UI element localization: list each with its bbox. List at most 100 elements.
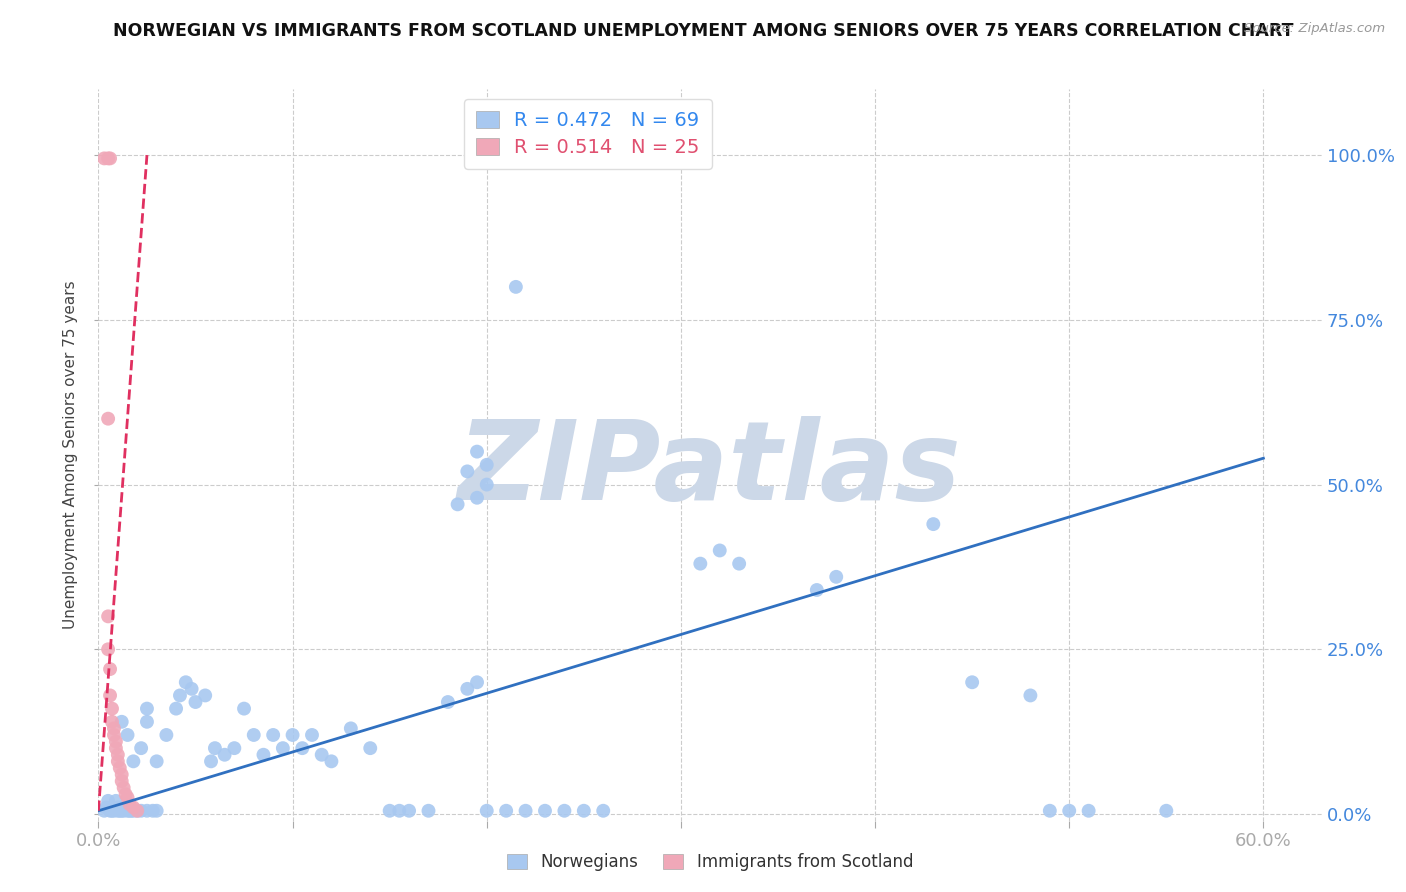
Point: [155, 728, 177, 742]
Point: [93, 152, 115, 166]
Point: [129, 741, 152, 756]
Point: [311, 747, 333, 762]
Point: [111, 767, 134, 781]
Point: [321, 755, 343, 769]
Point: [96, 800, 118, 814]
Point: [437, 695, 460, 709]
Point: [689, 557, 711, 571]
Point: [194, 689, 217, 703]
Point: [97, 609, 120, 624]
Point: [120, 804, 142, 818]
Point: [553, 804, 575, 818]
Point: [174, 675, 197, 690]
Point: [465, 491, 488, 505]
Point: [214, 747, 236, 762]
Point: [104, 741, 127, 756]
Point: [136, 714, 159, 729]
Point: [301, 728, 323, 742]
Point: [291, 741, 314, 756]
Point: [169, 689, 191, 703]
Point: [922, 517, 945, 532]
Text: NORWEGIAN VS IMMIGRANTS FROM SCOTLAND UNEMPLOYMENT AMONG SENIORS OVER 75 YEARS C: NORWEGIAN VS IMMIGRANTS FROM SCOTLAND UN…: [112, 22, 1294, 40]
Point: [118, 804, 141, 818]
Legend: Norwegians, Immigrants from Scotland: Norwegians, Immigrants from Scotland: [501, 847, 920, 878]
Point: [111, 714, 134, 729]
Point: [136, 701, 159, 715]
Point: [93, 804, 115, 818]
Point: [200, 755, 222, 769]
Point: [1156, 804, 1178, 818]
Point: [97, 152, 120, 166]
Point: [184, 695, 207, 709]
Point: [107, 800, 129, 814]
Point: [592, 804, 614, 818]
Point: [262, 728, 284, 742]
Point: [388, 804, 411, 818]
Point: [107, 747, 129, 762]
Point: [475, 458, 498, 472]
Point: [122, 800, 145, 814]
Point: [340, 722, 363, 736]
Point: [101, 701, 124, 715]
Point: [145, 804, 167, 818]
Point: [465, 444, 488, 458]
Point: [112, 804, 135, 818]
Point: [252, 747, 274, 762]
Point: [271, 741, 294, 756]
Point: [446, 497, 468, 511]
Point: [98, 662, 121, 676]
Point: [98, 689, 121, 703]
Point: [465, 675, 488, 690]
Point: [281, 728, 304, 742]
Point: [107, 804, 129, 818]
Point: [114, 787, 136, 801]
Text: ZIPatlas: ZIPatlas: [458, 416, 962, 523]
Point: [108, 761, 131, 775]
Point: [515, 804, 537, 818]
Point: [709, 543, 731, 558]
Point: [142, 804, 165, 818]
Point: [136, 804, 159, 818]
Point: [118, 797, 141, 812]
Point: [534, 804, 557, 818]
Point: [359, 741, 381, 756]
Point: [398, 804, 420, 818]
Point: [378, 804, 401, 818]
Text: Source: ZipAtlas.com: Source: ZipAtlas.com: [1244, 22, 1385, 36]
Point: [104, 794, 127, 808]
Point: [129, 804, 152, 818]
Point: [101, 714, 124, 729]
Point: [107, 755, 129, 769]
Point: [1057, 804, 1080, 818]
Point: [104, 734, 127, 748]
Point: [960, 675, 983, 690]
Point: [1019, 689, 1042, 703]
Point: [204, 741, 226, 756]
Point: [111, 804, 134, 818]
Point: [242, 728, 264, 742]
Point: [224, 741, 246, 756]
Point: [111, 774, 134, 789]
Point: [112, 780, 135, 795]
Point: [98, 152, 121, 166]
Point: [145, 755, 167, 769]
Point: [114, 800, 136, 814]
Y-axis label: Unemployment Among Seniors over 75 years: Unemployment Among Seniors over 75 years: [63, 281, 79, 629]
Point: [97, 642, 120, 657]
Point: [825, 570, 848, 584]
Point: [97, 794, 120, 808]
Point: [127, 804, 149, 818]
Point: [101, 804, 124, 818]
Point: [122, 755, 145, 769]
Point: [103, 804, 125, 818]
Point: [165, 701, 187, 715]
Point: [1039, 804, 1062, 818]
Point: [1330, 154, 1353, 169]
Point: [233, 701, 256, 715]
Point: [728, 557, 751, 571]
Point: [806, 582, 828, 597]
Point: [505, 280, 527, 294]
Point: [117, 728, 139, 742]
Point: [97, 411, 120, 425]
Point: [98, 804, 121, 818]
